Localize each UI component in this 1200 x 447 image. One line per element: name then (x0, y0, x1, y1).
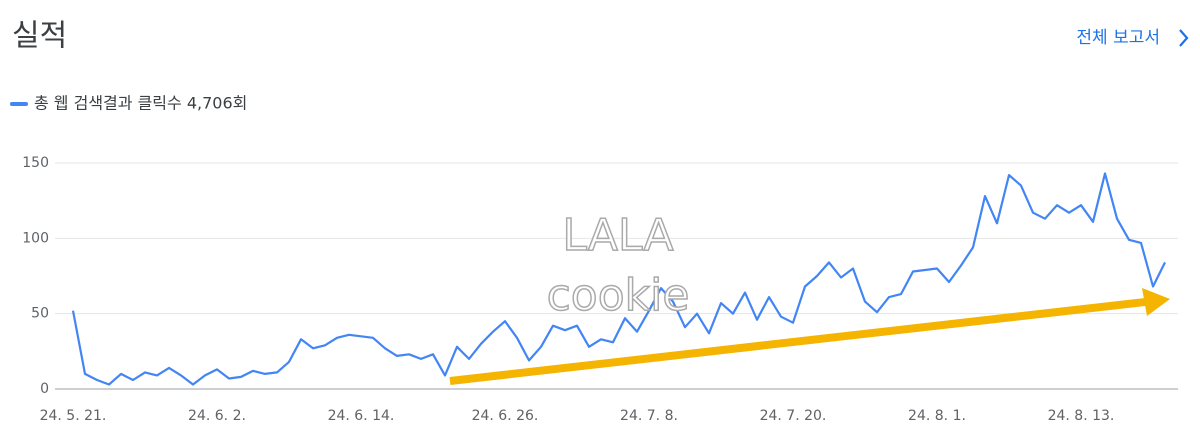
x-tick-label: 24. 6. 2. (188, 408, 246, 424)
title: 실적 (12, 19, 67, 54)
legend-label: 총 웹 검색결과 클릭수 4,706회 (34, 94, 247, 113)
trend-arrow (449, 298, 1146, 385)
trend-arrowhead (1142, 288, 1170, 316)
y-tick-label: 0 (40, 381, 49, 397)
x-tick-label: 24. 6. 26. (472, 408, 539, 424)
watermark: LALA (562, 210, 673, 261)
x-tick-label: 24. 8. 1. (908, 408, 966, 424)
y-tick-label: 50 (31, 306, 49, 322)
x-tick-label: 24. 7. 8. (620, 408, 678, 424)
watermark: cookie (547, 270, 690, 321)
x-tick-label: 24. 6. 14. (328, 408, 395, 424)
plot: 0 50 100 150 24. 5. 21. 24. 6. 2. 24. 6. 14. 24… (22, 155, 1178, 424)
x-tick-label: 24. 8. 13. (1048, 408, 1115, 424)
full-report-link[interactable]: 전체 보고서 (1076, 28, 1160, 48)
chevron[interactable] (1179, 29, 1189, 47)
y-tick-label: 100 (22, 230, 49, 246)
y-tick-label: 150 (22, 155, 49, 171)
x-tick-label: 24. 5. 21. (40, 408, 107, 424)
x-tick-label: 24. 7. 20. (760, 408, 827, 424)
series-line (71, 172, 1166, 386)
